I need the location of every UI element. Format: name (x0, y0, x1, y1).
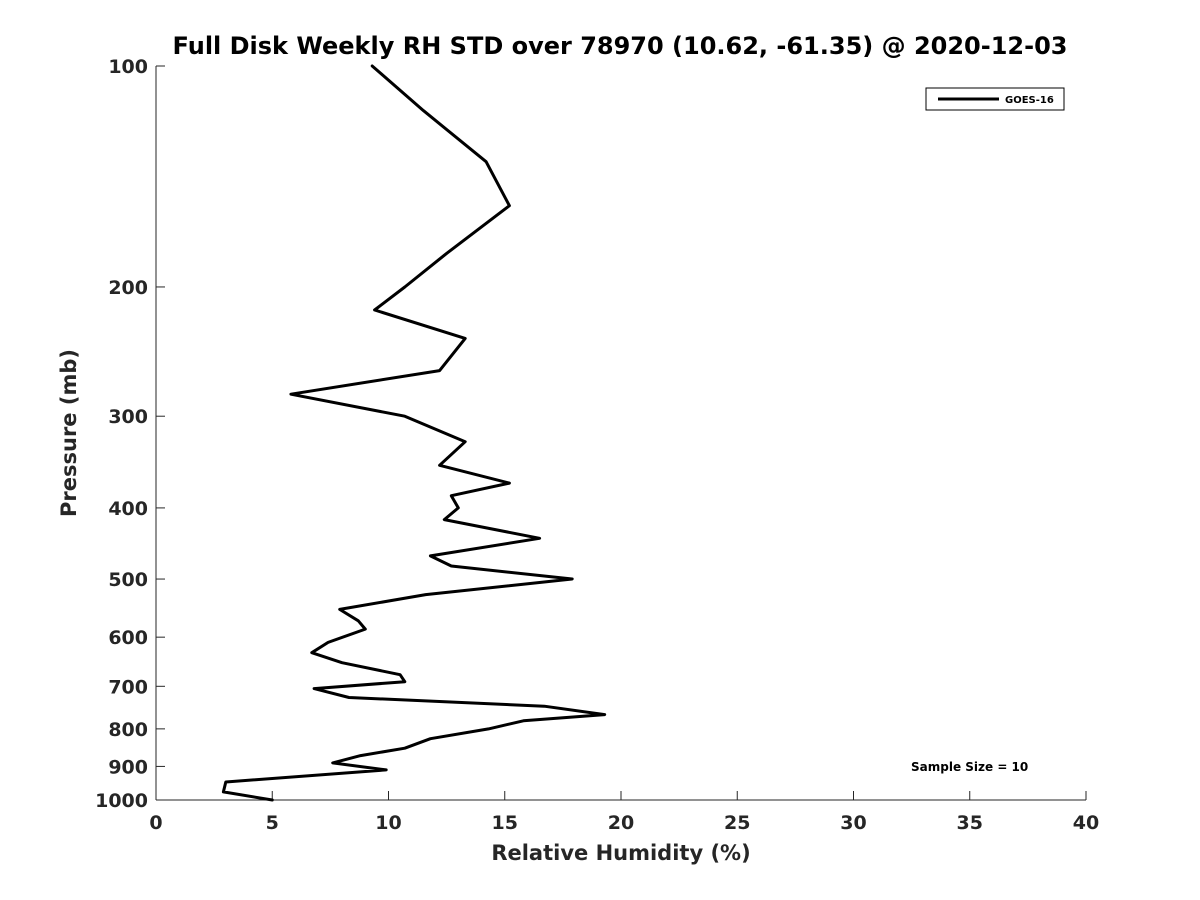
y-tick-label: 200 (108, 277, 148, 299)
y-tick-label: 800 (108, 719, 148, 741)
x-axis-ticks: 0 5 10 15 20 25 30 35 40 (149, 791, 1099, 834)
y-tick-label: 900 (108, 756, 148, 778)
x-axis-label: Relative Humidity (%) (491, 841, 750, 865)
y-axis-ticks: 100 200 300 400 500 600 700 800 900 1000 (95, 56, 165, 812)
y-tick-label: 600 (108, 627, 148, 649)
y-tick-label: 300 (108, 406, 148, 428)
x-tick-label: 40 (1073, 812, 1099, 834)
x-tick-label: 30 (840, 812, 866, 834)
y-tick-label: 100 (108, 56, 148, 78)
x-tick-label: 0 (149, 812, 162, 834)
x-tick-label: 25 (724, 812, 750, 834)
legend-label: GOES-16 (1005, 95, 1054, 106)
legend: GOES-16 (925, 87, 1065, 111)
chart-title: Full Disk Weekly RH STD over 78970 (10.6… (173, 32, 1068, 60)
y-axis-label: Pressure (mb) (57, 349, 81, 517)
x-tick-label: 10 (375, 812, 401, 834)
x-tick-label: 5 (266, 812, 279, 834)
x-tick-label: 20 (608, 812, 634, 834)
x-tick-label: 35 (957, 812, 983, 834)
series-line-goes16 (221, 64, 607, 802)
x-tick-label: 15 (492, 812, 518, 834)
plot-area (155, 66, 1086, 801)
y-tick-label: 400 (108, 498, 148, 520)
y-tick-label: 1000 (95, 790, 148, 812)
y-tick-label: 500 (108, 569, 148, 591)
y-tick-label: 700 (108, 676, 148, 698)
sample-size-annotation: Sample Size = 10 (911, 760, 1028, 774)
